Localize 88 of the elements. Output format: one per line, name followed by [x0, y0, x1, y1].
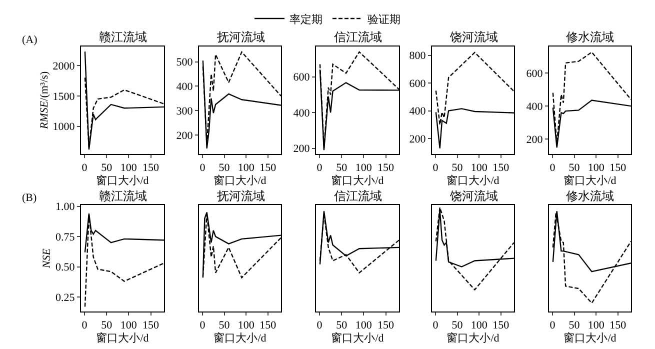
x-tick-label: 100 [120, 320, 138, 332]
x-axis-title: 窗口大小/d [214, 332, 267, 345]
x-tick-label: 50 [336, 162, 348, 174]
x-axis-title: 窗口大小/d [214, 174, 267, 188]
x-tick-label: 150 [610, 320, 627, 332]
y-tick-label: 0.75 [56, 231, 76, 244]
x-axis-title: 窗口大小/d [96, 174, 150, 188]
y-tick-label: 300 [176, 105, 194, 118]
x-tick-label: 100 [355, 320, 372, 332]
x-tick-label: 150 [260, 320, 277, 332]
y-tick-label: 200 [176, 130, 194, 142]
text: (A) [22, 34, 38, 46]
x-tick-label: 100 [238, 162, 255, 174]
chart-title: 饶河流域 [449, 189, 498, 203]
x-tick-label: 50 [568, 162, 580, 174]
y-tick-label: 400 [526, 100, 544, 113]
x-tick-label: 150 [492, 320, 510, 332]
x-tick-label: 50 [101, 320, 113, 332]
x-tick-label: 100 [355, 162, 372, 174]
x-tick-label: 50 [336, 320, 348, 332]
legend-label: 率定期 [290, 12, 322, 26]
x-tick-label: 150 [378, 320, 395, 332]
x-tick-label: 100 [588, 320, 605, 332]
y-axis-title: RMSE/(m³/s) [38, 70, 50, 130]
chart-title: 赣江流域 [99, 30, 147, 44]
y-tick-label: 1000 [52, 121, 76, 134]
x-axis-title: 窗口大小/d [564, 174, 617, 188]
chart-title: 修水流域 [566, 30, 614, 44]
legend-label: 验证期 [368, 14, 400, 26]
x-tick-label: 50 [452, 320, 464, 332]
x-tick-label: 50 [452, 162, 464, 174]
x-tick-label: 50 [218, 162, 230, 174]
x-tick-label: 0 [550, 162, 556, 174]
y-tick-label: 2000 [52, 60, 76, 72]
x-tick-label: 0 [200, 162, 206, 174]
x-tick-label: 50 [101, 162, 113, 174]
y-tick-label: 200 [293, 143, 310, 156]
x-tick-label: 0 [316, 162, 323, 174]
x-axis-title: 窗口大小/d [331, 174, 384, 188]
x-tick-label: 150 [142, 320, 160, 332]
y-tick-label: 600 [293, 72, 310, 84]
text: (B) [22, 192, 37, 204]
y-tick-label: 600 [409, 78, 426, 90]
y-tick-label: 0.25 [56, 292, 76, 304]
y-tick-label: 200 [526, 134, 544, 146]
y-axis-title: NSE [41, 248, 54, 270]
x-tick-label: 50 [218, 320, 230, 332]
line-series [84, 50, 164, 150]
y-tick-label: 400 [409, 106, 426, 118]
y-tick-label: 1500 [52, 90, 76, 103]
y-tick-label: 400 [176, 81, 194, 94]
chart-title: 信江流域 [334, 30, 382, 44]
x-tick-label: 150 [378, 162, 395, 174]
chart-title: 抚河流域 [216, 30, 265, 44]
x-tick-label: 0 [82, 162, 88, 174]
x-axis-title: 窗口大小/d [446, 174, 500, 188]
x-tick-label: 100 [588, 162, 605, 174]
x-tick-label: 0 [316, 320, 323, 332]
x-tick-label: 50 [568, 320, 580, 332]
x-axis-title: 窗口大小/d [96, 332, 150, 345]
x-tick-label: 150 [610, 162, 627, 174]
x-tick-label: 150 [142, 162, 160, 174]
y-tick-label: 1.00 [56, 201, 76, 214]
x-tick-label: 100 [120, 162, 138, 174]
x-axis-title: 窗口大小/d [446, 332, 500, 345]
y-tick-label: 500 [176, 56, 194, 69]
y-tick-label: 0.50 [56, 262, 76, 274]
chart-title: 修水流域 [566, 189, 614, 203]
y-tick-label: 400 [293, 107, 310, 120]
chart-title: 抚河流域 [216, 189, 265, 203]
x-tick-label: 150 [492, 162, 510, 174]
x-tick-label: 100 [238, 320, 255, 332]
y-tick-label: 200 [409, 133, 426, 146]
y-tick-label: 600 [526, 68, 544, 80]
x-tick-label: 100 [470, 320, 488, 332]
x-tick-label: 0 [550, 320, 556, 332]
y-tick-label: 800 [409, 50, 426, 62]
x-tick-label: 0 [82, 320, 88, 332]
x-tick-label: 150 [260, 162, 277, 174]
chart-title: 赣江流域 [99, 189, 147, 203]
x-tick-label: 0 [200, 320, 206, 332]
chart-title: 信江流域 [334, 189, 382, 203]
x-axis-title: 窗口大小/d [564, 332, 617, 345]
x-tick-label: 0 [432, 162, 439, 174]
chart-title: 饶河流域 [449, 30, 498, 44]
x-tick-label: 100 [470, 162, 488, 174]
x-tick-label: 0 [432, 320, 439, 332]
x-axis-title: 窗口大小/d [331, 332, 384, 345]
